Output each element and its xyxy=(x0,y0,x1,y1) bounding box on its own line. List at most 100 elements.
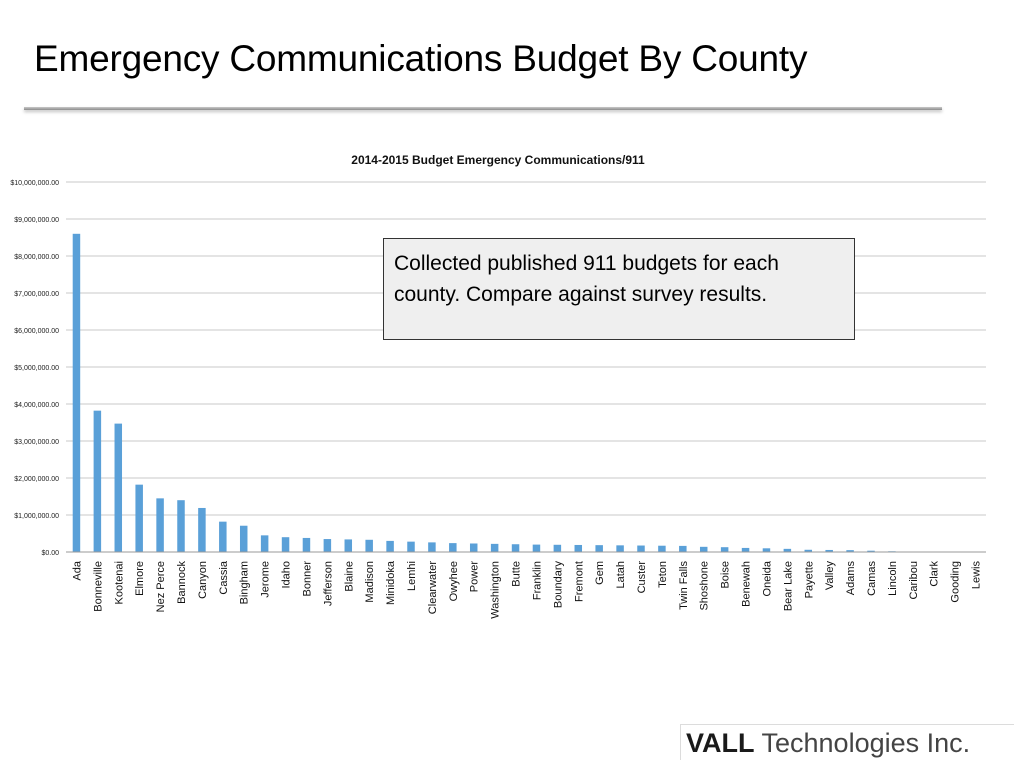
x-tick-label: Twin Falls xyxy=(678,561,690,610)
bars xyxy=(72,233,896,553)
x-tick-label: Caribou xyxy=(908,561,920,600)
bar-latah xyxy=(616,545,624,552)
x-tick-label: Clearwater xyxy=(427,561,439,615)
y-tick-label: $6,000,000.00 xyxy=(14,328,59,335)
bar-boise xyxy=(720,547,729,552)
x-tick-label: Gem xyxy=(594,561,606,585)
bar-ada xyxy=(72,233,81,553)
bar-blaine xyxy=(344,539,353,552)
y-tick-label: $10,000,000.00 xyxy=(10,180,59,187)
x-tick-label: Boundary xyxy=(552,561,564,609)
y-tick-label: $5,000,000.00 xyxy=(14,365,59,372)
bar-bannock xyxy=(177,500,185,552)
callout-note: Collected published 911 budgets for each… xyxy=(383,238,855,340)
bar-fremont xyxy=(574,544,583,552)
y-tick-label: $7,000,000.00 xyxy=(14,291,59,298)
x-tick-label: Fremont xyxy=(573,561,585,602)
x-tick-label: Kootenai xyxy=(113,561,125,604)
x-tick-label: Bannock xyxy=(176,561,188,604)
x-tick-label: Lemhi xyxy=(406,561,418,591)
x-tick-label: Elmore xyxy=(134,561,146,596)
bar-payette xyxy=(804,549,813,552)
x-tick-label: Ada xyxy=(71,560,83,580)
x-tick-label: Cassia xyxy=(218,560,230,595)
budget-bar-chart: 2014-2015 Budget Emergency Communication… xyxy=(10,153,986,619)
x-tick-label: Bear Lake xyxy=(782,561,794,611)
y-tick-label: $9,000,000.00 xyxy=(14,217,59,224)
x-tick-label: Latah xyxy=(615,561,627,589)
x-tick-label: Teton xyxy=(657,561,669,588)
x-tick-label: Gooding xyxy=(950,561,962,603)
x-axis-ticks: Ada Bonneville Kootenai Elmore Nez Perce Bann… xyxy=(71,560,982,619)
bar-cassia xyxy=(219,521,227,552)
bar-boundary xyxy=(553,544,562,552)
bar-oneida xyxy=(762,548,771,552)
bar-kootenai xyxy=(114,423,123,552)
x-tick-label: Power xyxy=(469,561,481,593)
y-tick-label: $3,000,000.00 xyxy=(14,439,59,446)
y-tick-label: $2,000,000.00 xyxy=(14,476,59,483)
bar-bonneville xyxy=(93,410,102,552)
bar-owyhee xyxy=(449,543,457,552)
x-tick-label: Custer xyxy=(636,561,648,594)
bar-elmore xyxy=(135,484,143,552)
chart-panel: 2014-2015 Budget Emergency Communication… xyxy=(0,143,990,640)
bar-valley xyxy=(825,549,833,552)
bar-butte xyxy=(511,544,520,552)
x-tick-label: Shoshone xyxy=(699,561,711,611)
bar-nez-perce xyxy=(156,498,164,552)
slide-title: Emergency Communications Budget By Count… xyxy=(34,38,808,79)
logo-bold-text: VALL xyxy=(686,728,755,758)
bar-lemhi xyxy=(407,541,415,552)
x-tick-label: Minidoka xyxy=(385,560,397,605)
bar-power xyxy=(469,543,478,552)
x-tick-label: Payette xyxy=(803,561,815,598)
title-divider xyxy=(24,107,942,110)
x-tick-label: Lewis xyxy=(971,561,983,590)
bar-franklin xyxy=(532,544,541,552)
x-tick-label: Idaho xyxy=(281,561,293,589)
bar-idaho xyxy=(281,537,290,552)
y-tick-label: $0.00 xyxy=(41,550,59,557)
x-tick-label: Washington xyxy=(490,561,502,619)
bar-canyon xyxy=(198,507,206,552)
x-tick-label: Adams xyxy=(845,561,857,596)
x-tick-label: Bingham xyxy=(239,561,251,604)
y-axis-ticks: $0.00 $1,000,000.00 $2,000,000.00 $3,000,00… xyxy=(10,180,59,557)
x-tick-label: Lincoln xyxy=(887,561,899,596)
bar-washington xyxy=(490,543,499,552)
chart-title: 2014-2015 Budget Emergency Communication… xyxy=(351,153,645,167)
x-tick-label: Jerome xyxy=(260,561,272,598)
bar-madison xyxy=(365,539,373,552)
bar-teton xyxy=(658,545,666,552)
x-tick-label: Owyhee xyxy=(448,561,460,601)
bar-custer xyxy=(637,545,645,552)
x-tick-label: Clark xyxy=(929,561,941,587)
x-tick-label: Camas xyxy=(866,561,878,596)
company-logo: VALL Technologies Inc. xyxy=(680,724,1014,760)
x-tick-label: Franklin xyxy=(531,561,543,600)
bar-gem xyxy=(595,545,603,552)
logo-text: Technologies Inc. xyxy=(754,728,971,758)
x-tick-label: Canyon xyxy=(197,561,209,599)
x-tick-label: Valley xyxy=(824,561,836,591)
x-tick-label: Boise xyxy=(720,561,732,589)
bar-adams xyxy=(846,550,854,552)
bar-bingham xyxy=(239,525,248,552)
y-tick-label: $4,000,000.00 xyxy=(14,402,59,409)
bar-twin-falls xyxy=(679,545,687,552)
x-tick-label: Oneida xyxy=(761,560,773,596)
y-tick-label: $1,000,000.00 xyxy=(14,513,59,520)
x-tick-label: Jefferson xyxy=(322,561,334,606)
x-tick-label: Madison xyxy=(364,561,376,603)
y-tick-label: $8,000,000.00 xyxy=(14,254,59,261)
bar-bonner xyxy=(302,537,311,552)
x-tick-label: Benewah xyxy=(741,561,753,607)
bar-clearwater xyxy=(428,542,436,552)
gridlines xyxy=(66,181,986,516)
bar-camas xyxy=(867,550,875,552)
x-tick-label: Nez Perce xyxy=(155,561,167,612)
bar-bear-lake xyxy=(783,548,792,552)
bar-jerome xyxy=(260,535,269,552)
x-tick-label: Blaine xyxy=(343,561,355,592)
